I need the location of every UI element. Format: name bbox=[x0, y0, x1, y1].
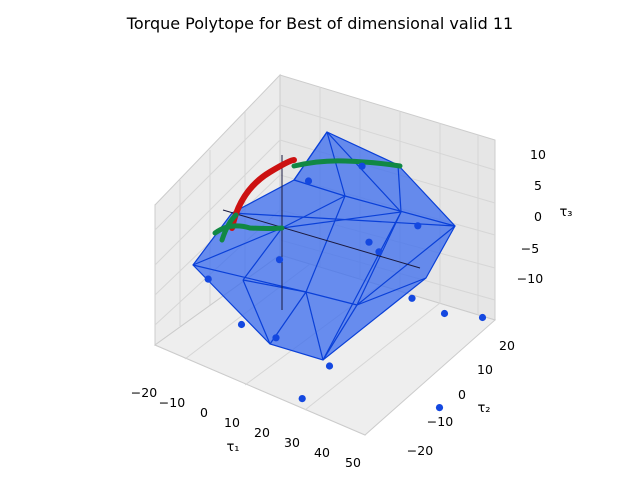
z-tick-label: 0 bbox=[534, 209, 542, 224]
green-series-loop bbox=[219, 212, 239, 243]
y-tick-label: 20 bbox=[499, 338, 515, 353]
x-tick-label: 40 bbox=[314, 445, 330, 460]
z-axis-label: τ₃ bbox=[559, 205, 572, 220]
chart-title: Torque Polytope for Best of dimensional … bbox=[126, 14, 513, 33]
y-axis-label: τ₂ bbox=[477, 401, 490, 416]
y-tick-label: 10 bbox=[477, 362, 493, 377]
y-tick-label: −10 bbox=[427, 414, 453, 429]
x-axis-label: τ₁ bbox=[226, 440, 239, 455]
polytope-vertex bbox=[204, 275, 212, 283]
polytope-vertex bbox=[440, 309, 449, 318]
polytope-vertex bbox=[325, 362, 334, 370]
y-tick-label: −20 bbox=[407, 443, 433, 458]
y-tick-labels: −20 −10 0 10 20 bbox=[407, 338, 515, 458]
x-tick-label: −10 bbox=[159, 395, 185, 410]
x-tick-label: 20 bbox=[254, 425, 270, 440]
z-tick-label: 10 bbox=[530, 147, 546, 162]
polytope-hull bbox=[192, 131, 456, 361]
polytope-vertex bbox=[237, 320, 246, 329]
x-tick-label: 30 bbox=[284, 435, 300, 450]
polytope-vertex bbox=[375, 248, 383, 256]
red-series-curve bbox=[229, 157, 297, 231]
polytope-vertex bbox=[408, 294, 416, 302]
x-tick-label: 50 bbox=[345, 455, 361, 470]
y-tick-label: 0 bbox=[458, 387, 466, 402]
polytope-vertex bbox=[275, 256, 284, 264]
polytope-vertex bbox=[365, 238, 373, 246]
x-reference-line bbox=[222, 209, 421, 269]
green-series-upper bbox=[291, 158, 403, 169]
z-tick-label: −10 bbox=[517, 271, 543, 286]
x-tick-labels: −20 −10 0 10 20 30 40 50 bbox=[131, 385, 361, 470]
vertex-markers bbox=[204, 162, 487, 412]
z-tick-labels: −10 −5 0 5 10 bbox=[517, 147, 546, 286]
polytope-vertex bbox=[298, 395, 306, 403]
polytope-vertex bbox=[304, 177, 313, 185]
polytope-vertex bbox=[478, 313, 487, 322]
polytope-vertex bbox=[358, 162, 366, 170]
polytope-vertex bbox=[414, 222, 422, 230]
z-tick-label: −5 bbox=[521, 241, 539, 256]
x-tick-label: 0 bbox=[200, 405, 208, 420]
z-tick-label: 5 bbox=[534, 178, 542, 193]
x-tick-label: 10 bbox=[224, 415, 240, 430]
polytope-vertex bbox=[272, 334, 280, 342]
polytope-vertex bbox=[435, 404, 444, 412]
x-tick-label: −20 bbox=[131, 385, 157, 400]
